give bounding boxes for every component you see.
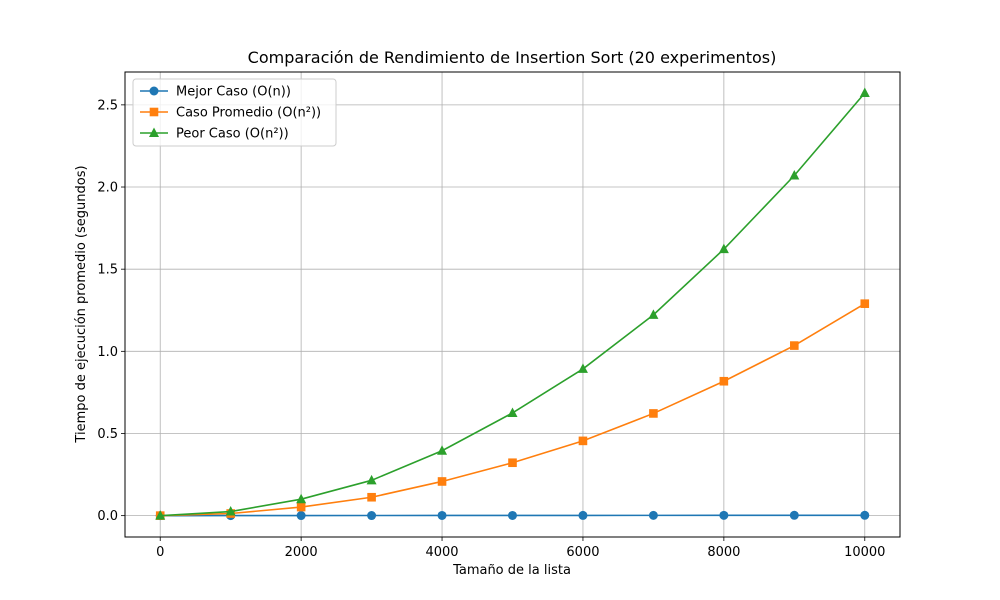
- data-point: [719, 376, 729, 386]
- data-point: [860, 299, 870, 308]
- data-point: [789, 510, 799, 520]
- data-point: [648, 309, 659, 319]
- chart-title: Comparación de Rendimiento de Insertion …: [248, 48, 777, 67]
- legend-label: Mejor Caso (O(n)): [176, 85, 291, 100]
- data-point: [719, 510, 729, 520]
- y-tick-label: 1.0: [97, 345, 118, 360]
- x-tick-label: 4000: [425, 545, 458, 560]
- data-point: [225, 506, 236, 516]
- y-tick-label: 2.0: [97, 181, 118, 196]
- series-0: [155, 510, 870, 521]
- data-point: [648, 510, 658, 520]
- data-point: [296, 493, 307, 504]
- series-layer: [155, 87, 870, 521]
- legend-label: Peor Caso (O(n²)): [176, 127, 289, 142]
- y-tick-label: 0.0: [97, 509, 118, 524]
- data-point: [789, 170, 800, 180]
- data-point: [296, 511, 306, 521]
- x-tick-label: 0: [156, 545, 164, 560]
- legend-marker: [149, 127, 159, 137]
- data-point: [437, 445, 448, 455]
- legend-item: Peor Caso (O(n²)): [140, 127, 289, 142]
- x-axis-label: Tamaño de la lista: [452, 563, 571, 578]
- x-axis-ticks: 0 2000 4000 6000 8000 10000: [156, 537, 885, 560]
- legend-marker: [149, 86, 159, 96]
- data-point: [649, 409, 658, 418]
- legend: Mejor Caso (O(n)) Caso Promedio (O(n²)) Pe…: [132, 78, 337, 147]
- data-point: [718, 243, 729, 254]
- y-tick-label: 1.5: [97, 263, 118, 278]
- data-point: [859, 87, 870, 98]
- data-point: [366, 474, 377, 485]
- legend-box: [132, 78, 337, 147]
- y-axis-label: Tiempo de ejecución promedio (segundos): [74, 165, 89, 443]
- data-point: [437, 477, 447, 486]
- data-point: [367, 492, 376, 502]
- data-point: [577, 363, 588, 373]
- data-point: [578, 436, 588, 446]
- x-tick-label: 10000: [844, 545, 885, 560]
- data-point: [155, 510, 166, 520]
- data-point: [508, 458, 517, 468]
- data-point: [437, 510, 447, 520]
- data-point: [790, 341, 799, 350]
- data-point: [367, 511, 377, 521]
- x-tick-label: 2000: [285, 545, 318, 560]
- legend-item: Caso Promedio (O(n²)): [140, 106, 321, 121]
- data-point: [507, 407, 518, 417]
- x-tick-label: 6000: [566, 545, 599, 560]
- y-tick-label: 2.5: [97, 98, 118, 113]
- y-axis-ticks: 0.0 0.5 1.0 1.5 2.0 2.5: [97, 98, 125, 524]
- data-point: [578, 510, 588, 520]
- plot-frame: [124, 71, 901, 538]
- legend-label: Caso Promedio (O(n²)): [176, 106, 321, 121]
- data-point: [296, 502, 306, 512]
- data-point: [860, 510, 870, 520]
- series-2: [155, 87, 870, 520]
- x-tick-label: 8000: [707, 545, 740, 560]
- series-line: [160, 92, 866, 517]
- data-point: [508, 510, 517, 520]
- legend-item: Mejor Caso (O(n)): [140, 85, 291, 100]
- y-tick-label: 0.5: [97, 427, 118, 442]
- legend-marker: [149, 107, 159, 117]
